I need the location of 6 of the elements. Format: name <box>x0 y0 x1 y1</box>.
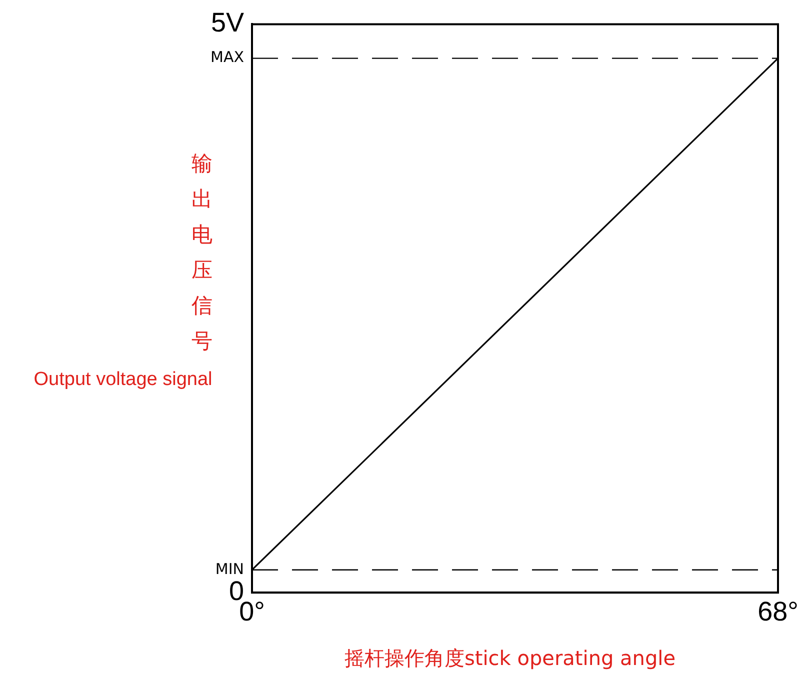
x-tick-label: 68° <box>758 596 798 626</box>
y-axis-title: 输出电压信号 Output voltage signal <box>34 151 212 390</box>
y-tick-label: 5V <box>210 8 244 38</box>
ref-line-label: MIN <box>215 560 244 578</box>
ref-line-label: MAX <box>210 48 244 66</box>
x-axis-title: 摇杆操作角度stick operating angle <box>344 646 676 670</box>
